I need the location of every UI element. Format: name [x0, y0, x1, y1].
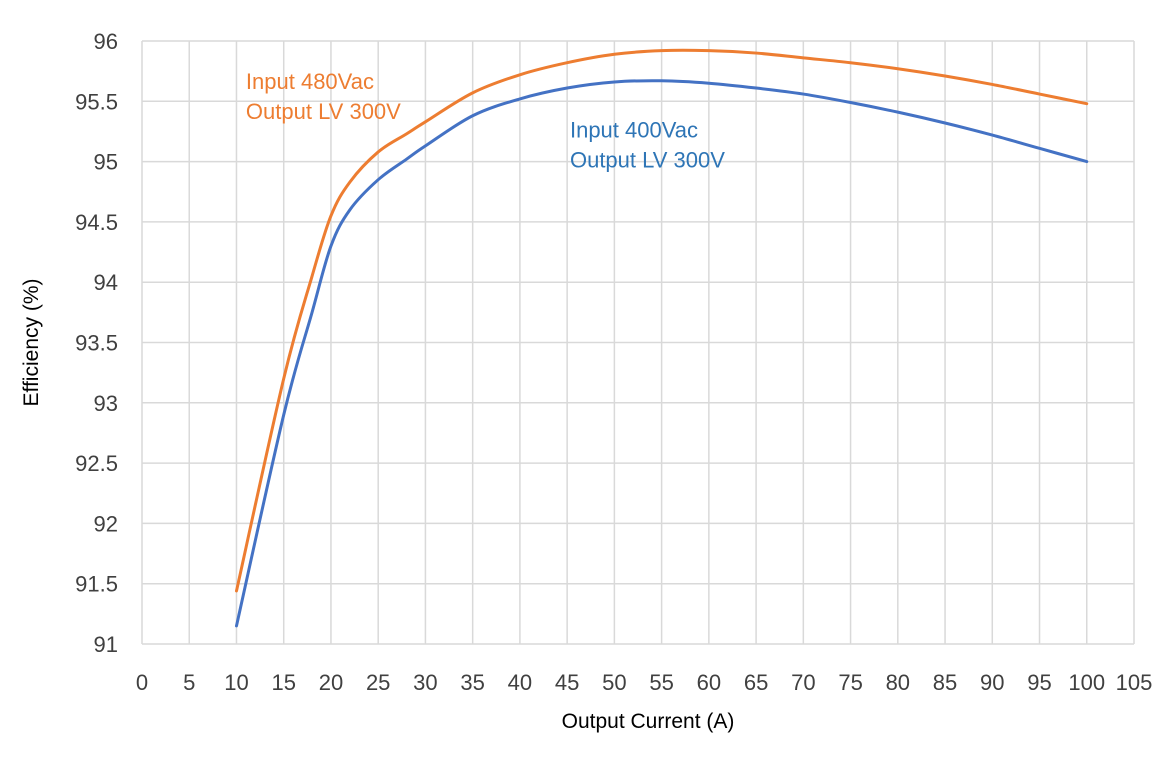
annotation-line: Output LV 300V: [246, 99, 401, 124]
y-tick-label: 93.5: [75, 331, 118, 356]
x-tick-label: 70: [791, 670, 815, 695]
series-line-480vac: [234, 48, 1089, 593]
series-annotations: Input 480Vac Output LV 300V Input 400Vac Ou…: [246, 69, 725, 172]
x-tick-label: 100: [1068, 670, 1105, 695]
x-tick-label: 5: [183, 670, 195, 695]
y-tick-label: 94: [94, 270, 118, 295]
x-tick-label: 10: [224, 670, 248, 695]
y-tick-label: 95.5: [75, 89, 118, 114]
x-tick-label: 105: [1116, 670, 1153, 695]
x-tick-label: 65: [744, 670, 768, 695]
horizontal-gridlines: [142, 40, 1134, 645]
x-tick-label: 60: [697, 670, 721, 695]
y-axis-title: Efficiency (%): [20, 279, 43, 407]
x-tick-label: 40: [508, 670, 532, 695]
annotation-line: Input 400Vac: [570, 117, 698, 142]
x-tick-label: 35: [460, 670, 484, 695]
x-tick-label: 15: [271, 670, 295, 695]
y-tick-label: 92: [94, 511, 118, 536]
x-tick-label: 0: [136, 670, 148, 695]
x-tick-label: 95: [1027, 670, 1051, 695]
y-tick-label: 94.5: [75, 210, 118, 235]
x-tick-label: 25: [366, 670, 390, 695]
x-tick-label: 80: [886, 670, 910, 695]
annotation-400vac: Input 400Vac Output LV 300V: [570, 117, 725, 172]
x-axis-title: Output Current (A): [562, 710, 735, 733]
x-tick-label: 55: [649, 670, 673, 695]
y-tick-label: 92.5: [75, 451, 118, 476]
annotation-480vac: Input 480Vac Output LV 300V: [246, 69, 401, 124]
series-line-400vac: [234, 79, 1089, 628]
x-tick-label: 20: [319, 670, 343, 695]
y-axis-tick-labels: 91 91.5 92 92.5 93 93.5 94 94.5 95 95.5 96: [75, 29, 118, 657]
x-tick-label: 45: [555, 670, 579, 695]
y-tick-label: 91.5: [75, 572, 118, 597]
annotation-line: Input 480Vac: [246, 69, 374, 94]
y-tick-label: 91: [94, 632, 118, 657]
x-tick-label: 90: [980, 670, 1004, 695]
x-tick-label: 50: [602, 670, 626, 695]
annotation-line: Output LV 300V: [570, 147, 725, 172]
y-tick-label: 93: [94, 391, 118, 416]
x-tick-label: 85: [933, 670, 957, 695]
series-lines: [234, 48, 1089, 628]
y-tick-label: 96: [94, 29, 118, 54]
y-tick-label: 95: [94, 150, 118, 175]
x-tick-label: 75: [838, 670, 862, 695]
x-tick-label: 30: [413, 670, 437, 695]
x-axis-tick-labels: 0 5 10 15 20 25 30 35 40 45 50 55 60 65 70 75 80 85 90 95 10…: [136, 670, 1152, 695]
